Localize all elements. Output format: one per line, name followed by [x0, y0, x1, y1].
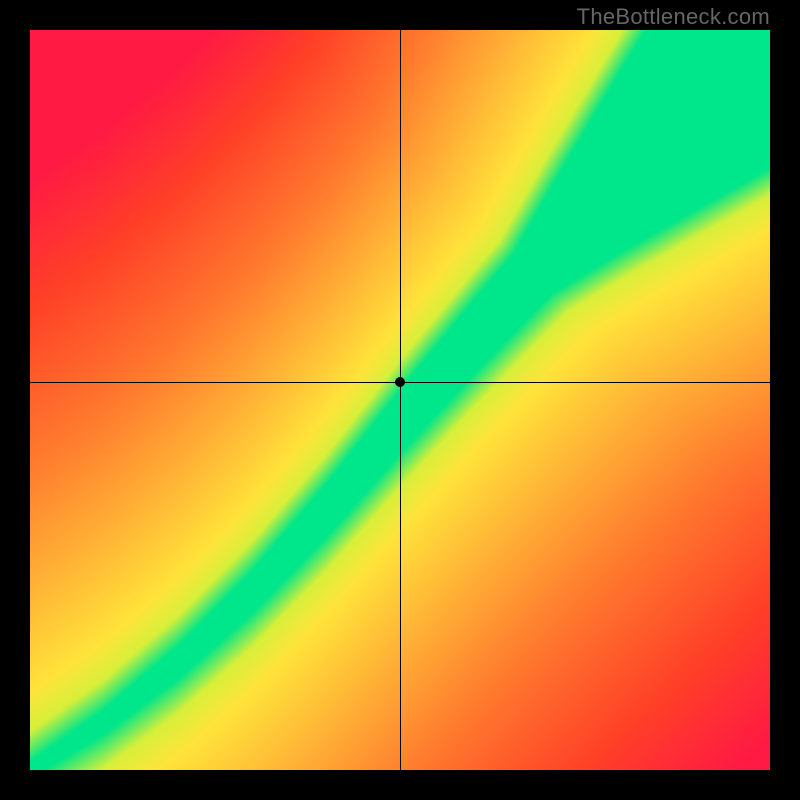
heatmap-plot	[30, 30, 770, 770]
watermark-text: TheBottleneck.com	[577, 4, 770, 30]
crosshair-vertical	[400, 30, 401, 770]
crosshair-marker	[395, 377, 405, 387]
